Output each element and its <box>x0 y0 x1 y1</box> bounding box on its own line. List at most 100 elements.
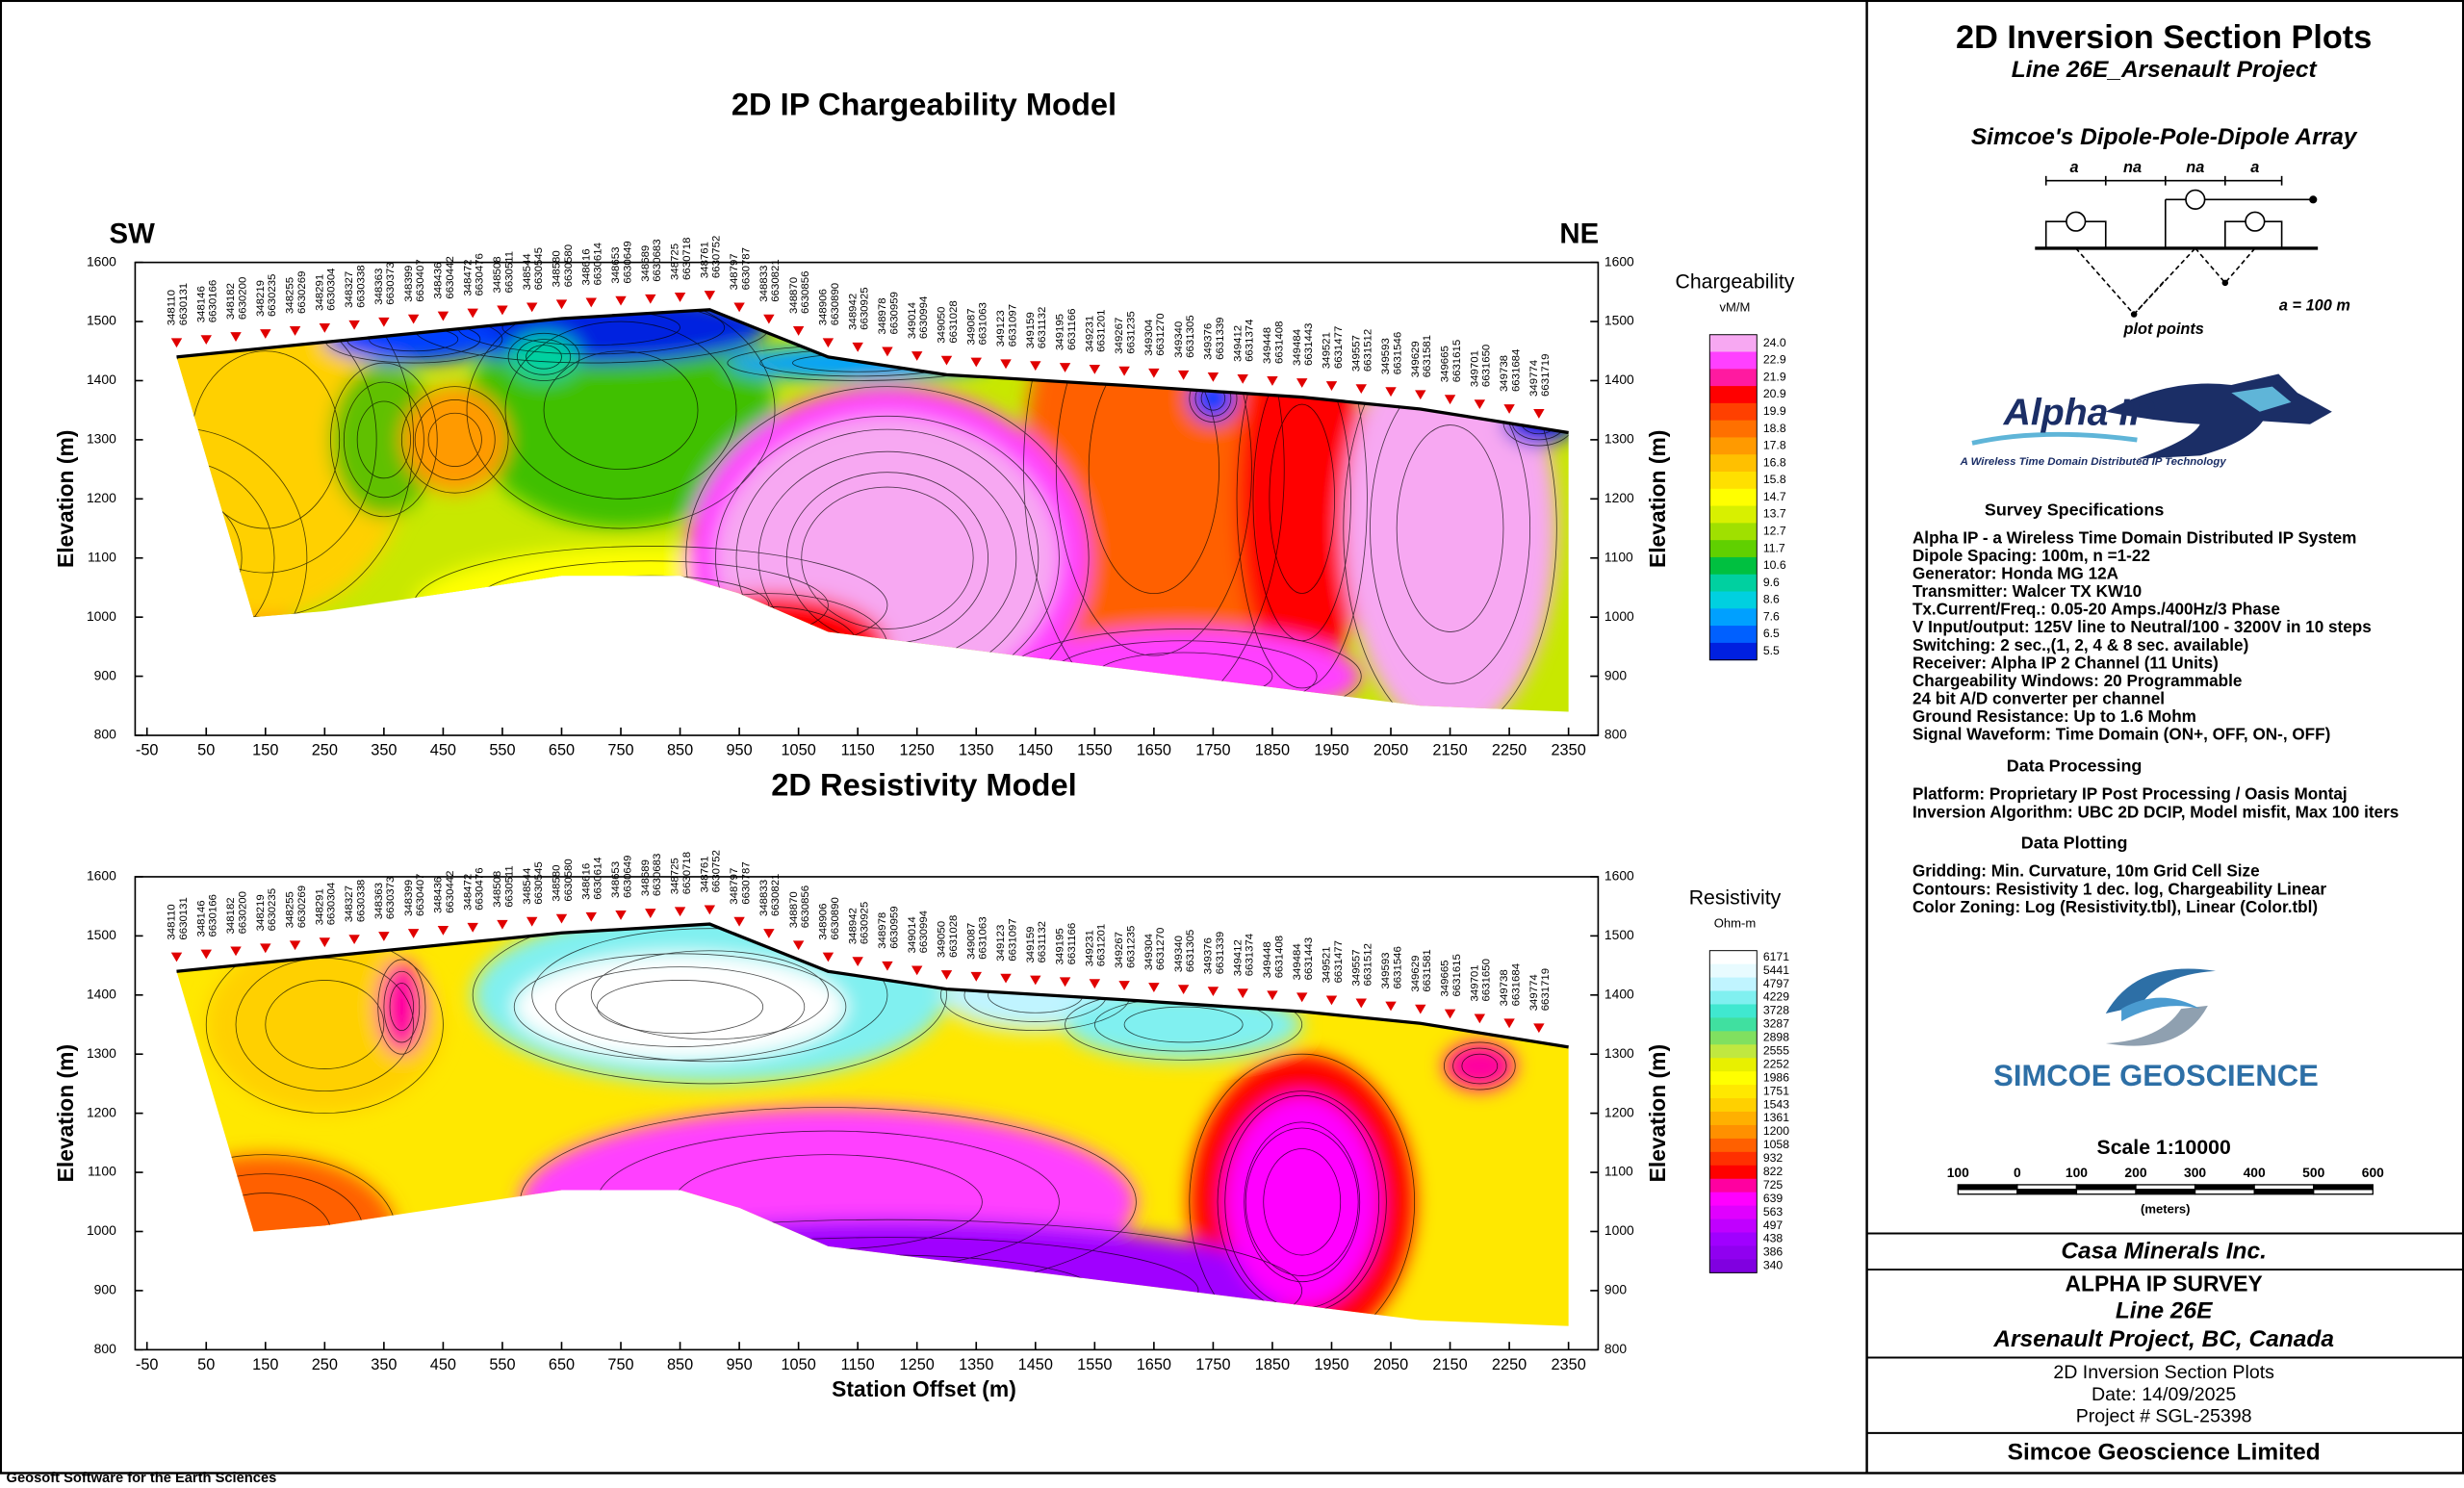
colorbar-swatch <box>1709 1219 1758 1234</box>
scale-tick-label: 100 <box>1947 1165 1969 1180</box>
station-marker <box>1325 995 1338 1006</box>
colorbar-label: 563 <box>1763 1205 1784 1219</box>
x-tick-label: 250 <box>312 1356 338 1373</box>
survey-line: V Input/output: 125V line to Neutral/100… <box>1912 617 2372 636</box>
colorbar-swatch <box>1709 1085 1758 1099</box>
y-tick-label: 1600 <box>87 868 116 884</box>
station-marker <box>260 943 271 954</box>
station-marker <box>1503 1018 1515 1029</box>
colorbar-swatch <box>1709 1178 1758 1193</box>
x-tick-label: 1750 <box>1195 1356 1230 1373</box>
station-northing: 6631270 <box>1155 313 1167 355</box>
station-northing: 6630683 <box>652 854 663 896</box>
footer: Geosoft Software for the Earth Sciences <box>7 1471 277 1486</box>
x-tick-label: 1050 <box>781 742 815 759</box>
survey-line: Tx.Current/Freq.: 0.05-20 Amps./400Hz/3 … <box>1912 600 2280 619</box>
x-tick-label: 1250 <box>900 742 935 759</box>
station-easting: 348291 <box>314 888 325 925</box>
station-northing: 6631408 <box>1273 321 1285 364</box>
colorbar-label: 2252 <box>1763 1057 1789 1070</box>
station-easting: 349304 <box>1143 933 1155 970</box>
contour-line <box>383 970 421 1043</box>
station-easting: 349267 <box>1114 932 1125 968</box>
station-northing: 6631028 <box>948 300 960 343</box>
station-easting: 349014 <box>907 916 918 954</box>
colorbar-swatch <box>1709 523 1758 541</box>
contour-line <box>1444 1041 1516 1090</box>
processing-heading: Data Processing <box>2007 756 2143 775</box>
survey-line: Switching: 2 sec.,(1, 2, 4 & 8 sec. avai… <box>1912 635 2248 654</box>
contour-line <box>1189 1053 1416 1326</box>
station-easting: 349014 <box>907 301 918 339</box>
colorbar-swatch <box>1709 505 1758 524</box>
station-northing: 6631512 <box>1363 943 1374 986</box>
station-marker <box>260 329 271 339</box>
y-tick-label: 1300 <box>87 431 116 447</box>
colorbar-swatch <box>1709 334 1758 353</box>
station-easting: 348761 <box>699 242 710 278</box>
colorbar-swatch <box>1709 1165 1758 1180</box>
station-easting: 349123 <box>995 310 1007 346</box>
x-tick-label: 1850 <box>1255 1356 1290 1373</box>
station-northing: 6631063 <box>978 302 989 345</box>
station-northing: 6630580 <box>563 244 575 287</box>
station-marker <box>585 297 597 308</box>
colorbar-swatch <box>1709 950 1758 965</box>
station-northing: 6630787 <box>740 247 752 290</box>
station-northing: 6631166 <box>1066 923 1078 965</box>
station-easting: 348508 <box>492 256 503 293</box>
x-tick-label: -50 <box>136 1356 159 1373</box>
station-northing: 6631097 <box>1007 918 1018 961</box>
station-northing: 6630269 <box>296 885 308 928</box>
station-easting: 348146 <box>195 286 207 322</box>
x-tick-label: 2050 <box>1373 742 1408 759</box>
colorbar-label: 11.7 <box>1763 541 1785 554</box>
survey-heading: Survey Specifications <box>1985 500 2164 519</box>
colorbar-swatch <box>1709 1098 1758 1113</box>
colorbar-label: 14.7 <box>1763 490 1786 503</box>
x-tick-label: 250 <box>312 742 338 759</box>
station-marker <box>200 949 212 960</box>
contour-line <box>377 959 426 1055</box>
station-easting: 349195 <box>1055 928 1066 964</box>
x-tick-label: 2350 <box>1551 1356 1585 1373</box>
x-tick-label: 450 <box>430 742 456 759</box>
station-northing: 6630614 <box>593 857 604 900</box>
station-marker <box>645 294 656 304</box>
station-northing: 6631063 <box>978 916 989 959</box>
client: Casa Minerals Inc. <box>2061 1239 2267 1265</box>
contour-line <box>176 459 275 656</box>
survey-line: Ground Resistance: Up to 1.6 Mohm <box>1912 706 2196 726</box>
colorbar-swatch <box>1709 574 1758 593</box>
station-marker <box>1237 988 1248 999</box>
station-northing: 6631581 <box>1422 949 1433 991</box>
station-easting: 348833 <box>758 266 770 302</box>
station-northing: 6630200 <box>237 891 248 934</box>
station-easting: 348219 <box>255 894 267 931</box>
x-tick-label: 850 <box>667 1356 693 1373</box>
plot-points-label: plot points <box>2122 321 2203 338</box>
station-easting: 348942 <box>847 294 859 330</box>
y-tick-label: 1300 <box>1604 431 1634 447</box>
colorbar-swatch <box>1709 1124 1758 1140</box>
contour-line <box>427 412 482 467</box>
x-tick-label: 650 <box>549 742 575 759</box>
sidebar-title: 2D Inversion Section Plots <box>1956 19 2372 56</box>
station-easting: 349412 <box>1232 325 1244 362</box>
x-tick-label: 950 <box>726 742 752 759</box>
station-northing: 6630166 <box>208 894 219 936</box>
y-tick-label: 800 <box>94 727 116 742</box>
station-northing: 6631097 <box>1007 304 1018 346</box>
station-marker <box>1030 361 1041 372</box>
colorbar-label: 2555 <box>1763 1043 1789 1057</box>
station-marker <box>852 342 863 352</box>
station-marker <box>289 326 301 336</box>
colorbar-label: 19.9 <box>1763 404 1786 418</box>
station-marker <box>1000 973 1012 984</box>
contour-line <box>590 950 829 1040</box>
station-marker <box>704 291 716 300</box>
y-axis-label: Elevation (m) <box>53 1044 78 1182</box>
y-tick-label: 1200 <box>1604 490 1634 505</box>
station-northing: 6631443 <box>1303 323 1315 366</box>
